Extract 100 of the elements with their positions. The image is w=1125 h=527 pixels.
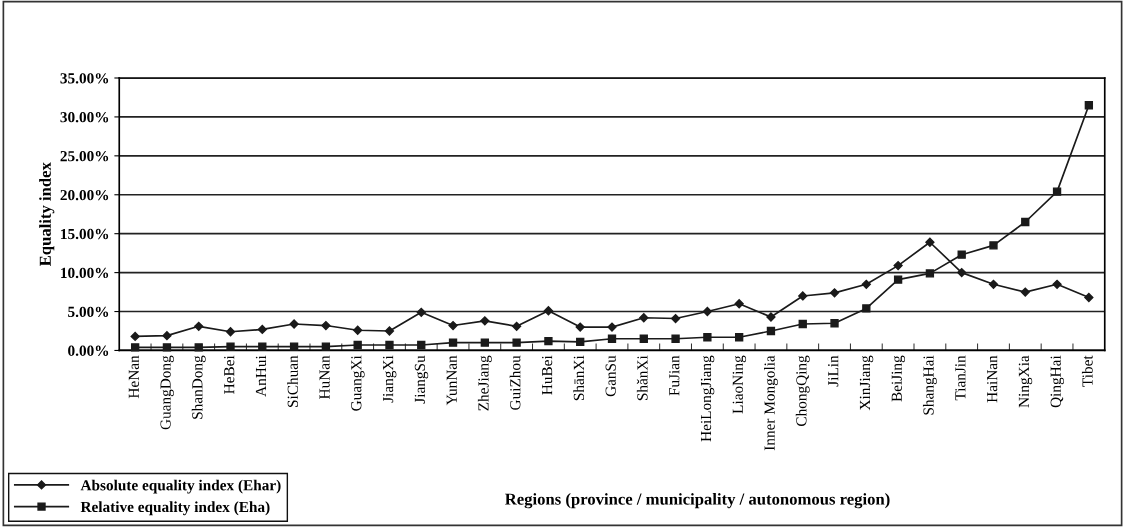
x-tick-label: GuangDong [160,355,174,430]
y-tick-label: 25.00% [60,150,109,162]
point [1052,187,1062,196]
y-tick-label: 10.00% [61,267,109,279]
point [798,291,808,301]
x-tick-label: SiChuan [287,355,298,407]
x-tick-label: ShangHai [922,355,937,415]
point [575,322,585,332]
x-tick-label: QingHai [1050,355,1064,408]
point [130,343,140,352]
point [321,342,331,351]
point [734,299,744,309]
point [448,320,458,331]
point [257,324,267,335]
point [766,326,776,336]
y-tick-label: 5.00% [68,306,109,318]
x-tick-label: YunNan [446,355,457,406]
point [289,342,299,351]
point [1052,279,1062,289]
point [734,333,744,342]
point [194,321,204,331]
x-tick-label: Inner Mongolia [764,355,778,451]
x-tick-label: ShānXi [573,355,585,401]
point [417,340,426,350]
x-tick-label: TianJin [955,355,966,401]
point [162,331,172,341]
x-tick-label: HuNan [319,355,330,399]
point [861,279,871,289]
point [544,336,553,346]
point [893,260,903,271]
point [321,320,331,331]
point [1020,287,1030,297]
point [576,337,585,347]
point [862,304,871,313]
legend-label: Relative equality index (Eha) [80,501,270,516]
x-tick-label: ShanDong [191,355,206,419]
point [671,334,680,343]
point [607,322,617,332]
x-tick-label: JiangSu [414,355,429,404]
y-tick-label: 30.00% [60,112,109,123]
point [480,338,490,347]
legend-label: Absolute equality index (Ehar) [80,479,281,494]
x-tick-label: HeNan [128,355,139,399]
point [702,306,712,317]
x-tick-label: FuJian [669,355,680,396]
point [988,279,999,289]
point [225,327,236,337]
point [289,319,299,329]
x-tick-label: XinJiang [859,355,874,411]
point [384,326,395,336]
point [989,241,998,250]
x-tick-label: GuiZhou [509,355,521,410]
point [639,334,648,343]
x-tick-label: HaiNan [987,355,998,403]
point [543,306,554,316]
x-tick-label: BeiJing [891,355,906,402]
point [258,342,267,351]
x-tick-label: HeBei [224,355,235,394]
point [480,316,490,326]
x-tick-label: NingXia [1018,355,1033,408]
x-tick-label: GuangXi [351,355,365,411]
point [1084,292,1094,303]
point [830,319,839,328]
point [703,333,712,342]
x-tick-label: LiaoNing [732,355,747,414]
point [829,288,840,298]
point [353,340,362,350]
y-tick-label: 15.00% [61,228,109,240]
point [416,307,426,317]
point [353,325,363,335]
point [1084,101,1094,110]
x-tick-label: HuBei [541,355,553,395]
point [385,340,394,350]
y-tick-label: 35.00% [60,73,109,84]
x-tick-label: JiangXi [382,355,397,403]
x-tick-label: HeiLongJiang [700,355,715,442]
point [639,313,649,323]
x-tick-label: ShǎnXi [636,355,648,401]
x-tick-label: GanSu [605,355,616,397]
x-tick-label: JiLin [828,355,839,387]
y-tick-label: 20.00% [60,189,109,201]
point [130,331,140,342]
x-tick-label: AnHui [255,355,267,397]
x-tick-label: ChongQing [795,355,810,426]
point [957,267,967,278]
point [512,321,522,331]
point [448,338,458,347]
point [893,275,903,284]
point [512,338,521,347]
point [226,342,235,351]
point [925,269,935,278]
point [194,343,203,352]
point [162,343,172,352]
y-tick-label: 0.00% [68,345,109,356]
point [957,250,966,259]
point [1021,217,1030,227]
x-tick-label: ZheJiang [477,355,492,411]
point [798,319,807,329]
point [925,237,935,247]
point [607,334,617,343]
